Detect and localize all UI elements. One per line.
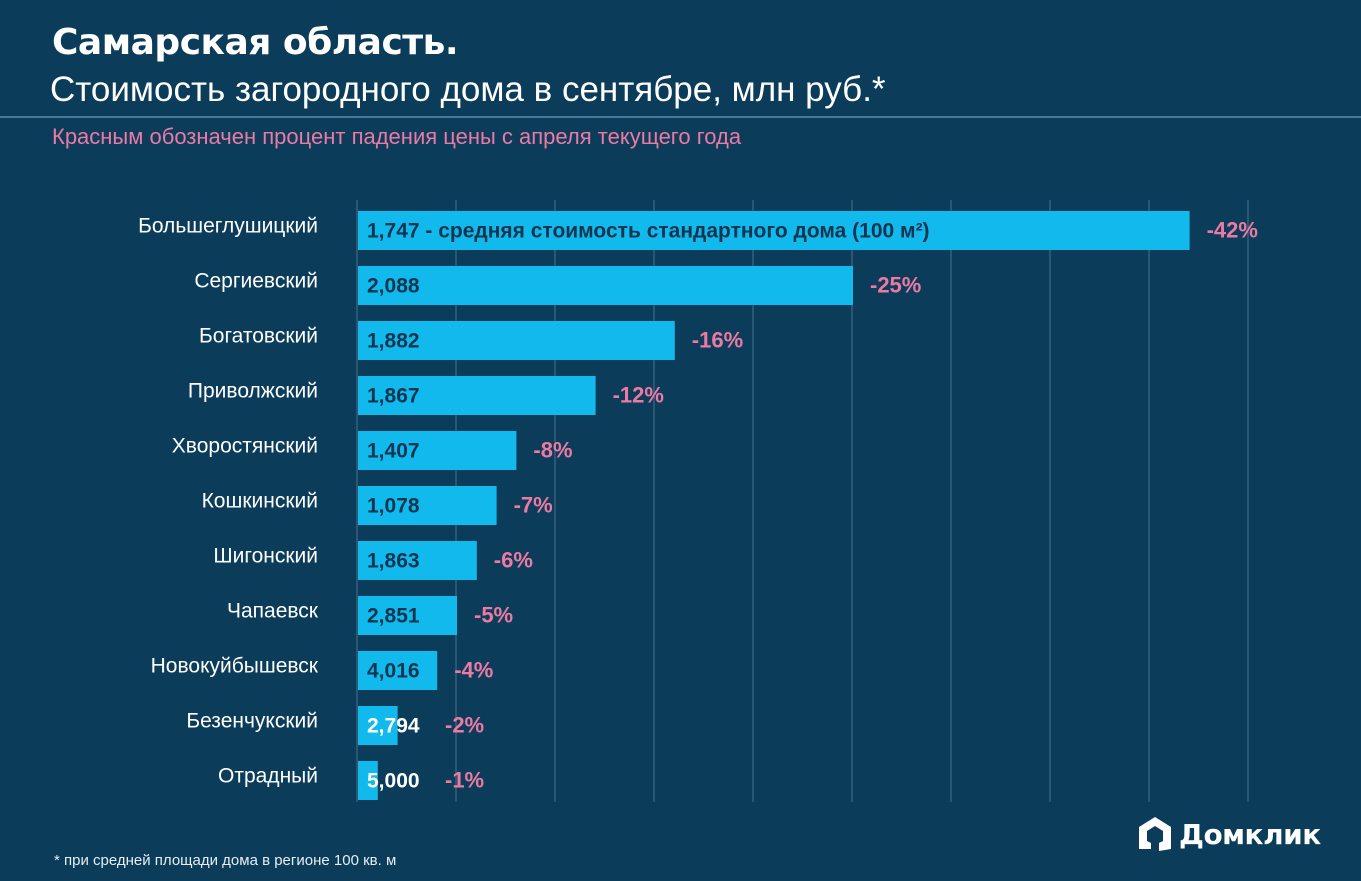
bar xyxy=(358,211,1190,250)
bar xyxy=(358,596,457,635)
percent-label: -42% xyxy=(1207,218,1258,243)
logo-text: Домклик xyxy=(1179,817,1321,851)
price-label: 4,016 xyxy=(367,660,420,683)
price-label: 1,407 xyxy=(367,440,420,463)
category-label: Кошкинский xyxy=(202,490,318,513)
price-label: 1,078 xyxy=(367,495,420,518)
bar xyxy=(358,321,675,360)
category-label: Новокуйбышевск xyxy=(151,655,319,678)
percent-label: -8% xyxy=(533,438,572,463)
chart-title-region: Самарская область. xyxy=(52,22,459,63)
category-label: Сергиевский xyxy=(194,270,318,293)
category-label: Чапаевск xyxy=(227,600,319,623)
category-label: Приволжский xyxy=(188,380,318,403)
bar xyxy=(358,651,438,690)
bar xyxy=(358,376,596,415)
percent-label: -6% xyxy=(494,548,533,573)
price-label: 1,867 xyxy=(367,385,420,408)
category-label: Шигонский xyxy=(213,545,318,568)
price-label: 2,851 xyxy=(367,605,420,628)
title-divider xyxy=(0,116,1361,118)
bar xyxy=(358,266,853,305)
percent-label: -16% xyxy=(692,328,743,353)
bar xyxy=(358,541,477,580)
bar xyxy=(358,761,378,800)
bar xyxy=(358,431,517,470)
percent-label: -1% xyxy=(445,768,484,793)
bar xyxy=(358,706,398,745)
footnote: * при средней площади дома в регионе 100… xyxy=(54,852,397,869)
bar xyxy=(358,486,497,525)
percent-label: -2% xyxy=(445,713,484,738)
chart-subtitle: Красным обозначен процент падения цены с… xyxy=(52,124,742,149)
category-label: Безенчукский xyxy=(186,710,318,733)
price-label: 1,882 xyxy=(367,330,420,353)
category-label: Богатовский xyxy=(199,325,318,348)
price-label: 1,863 xyxy=(367,550,420,573)
price-label: 2,088 xyxy=(367,275,420,298)
chart-title: Стоимость загородного дома в сентябре, м… xyxy=(50,70,886,109)
price-label: 5,000 xyxy=(367,770,420,793)
percent-label: -7% xyxy=(514,493,553,518)
price-label: 2,794 xyxy=(367,715,420,738)
category-label: Отрадный xyxy=(218,765,318,788)
percent-label: -25% xyxy=(870,273,921,298)
percent-label: -5% xyxy=(474,603,513,628)
domclick-logo: Домклик xyxy=(1137,815,1321,853)
percent-label: -4% xyxy=(454,658,493,683)
percent-label: -12% xyxy=(613,383,664,408)
category-label: Большеглушицкий xyxy=(138,215,318,238)
price-label: 1,747 - средняя стоимость стандартного д… xyxy=(367,220,930,243)
house-icon xyxy=(1139,817,1171,851)
category-label: Хворостянский xyxy=(172,435,318,458)
